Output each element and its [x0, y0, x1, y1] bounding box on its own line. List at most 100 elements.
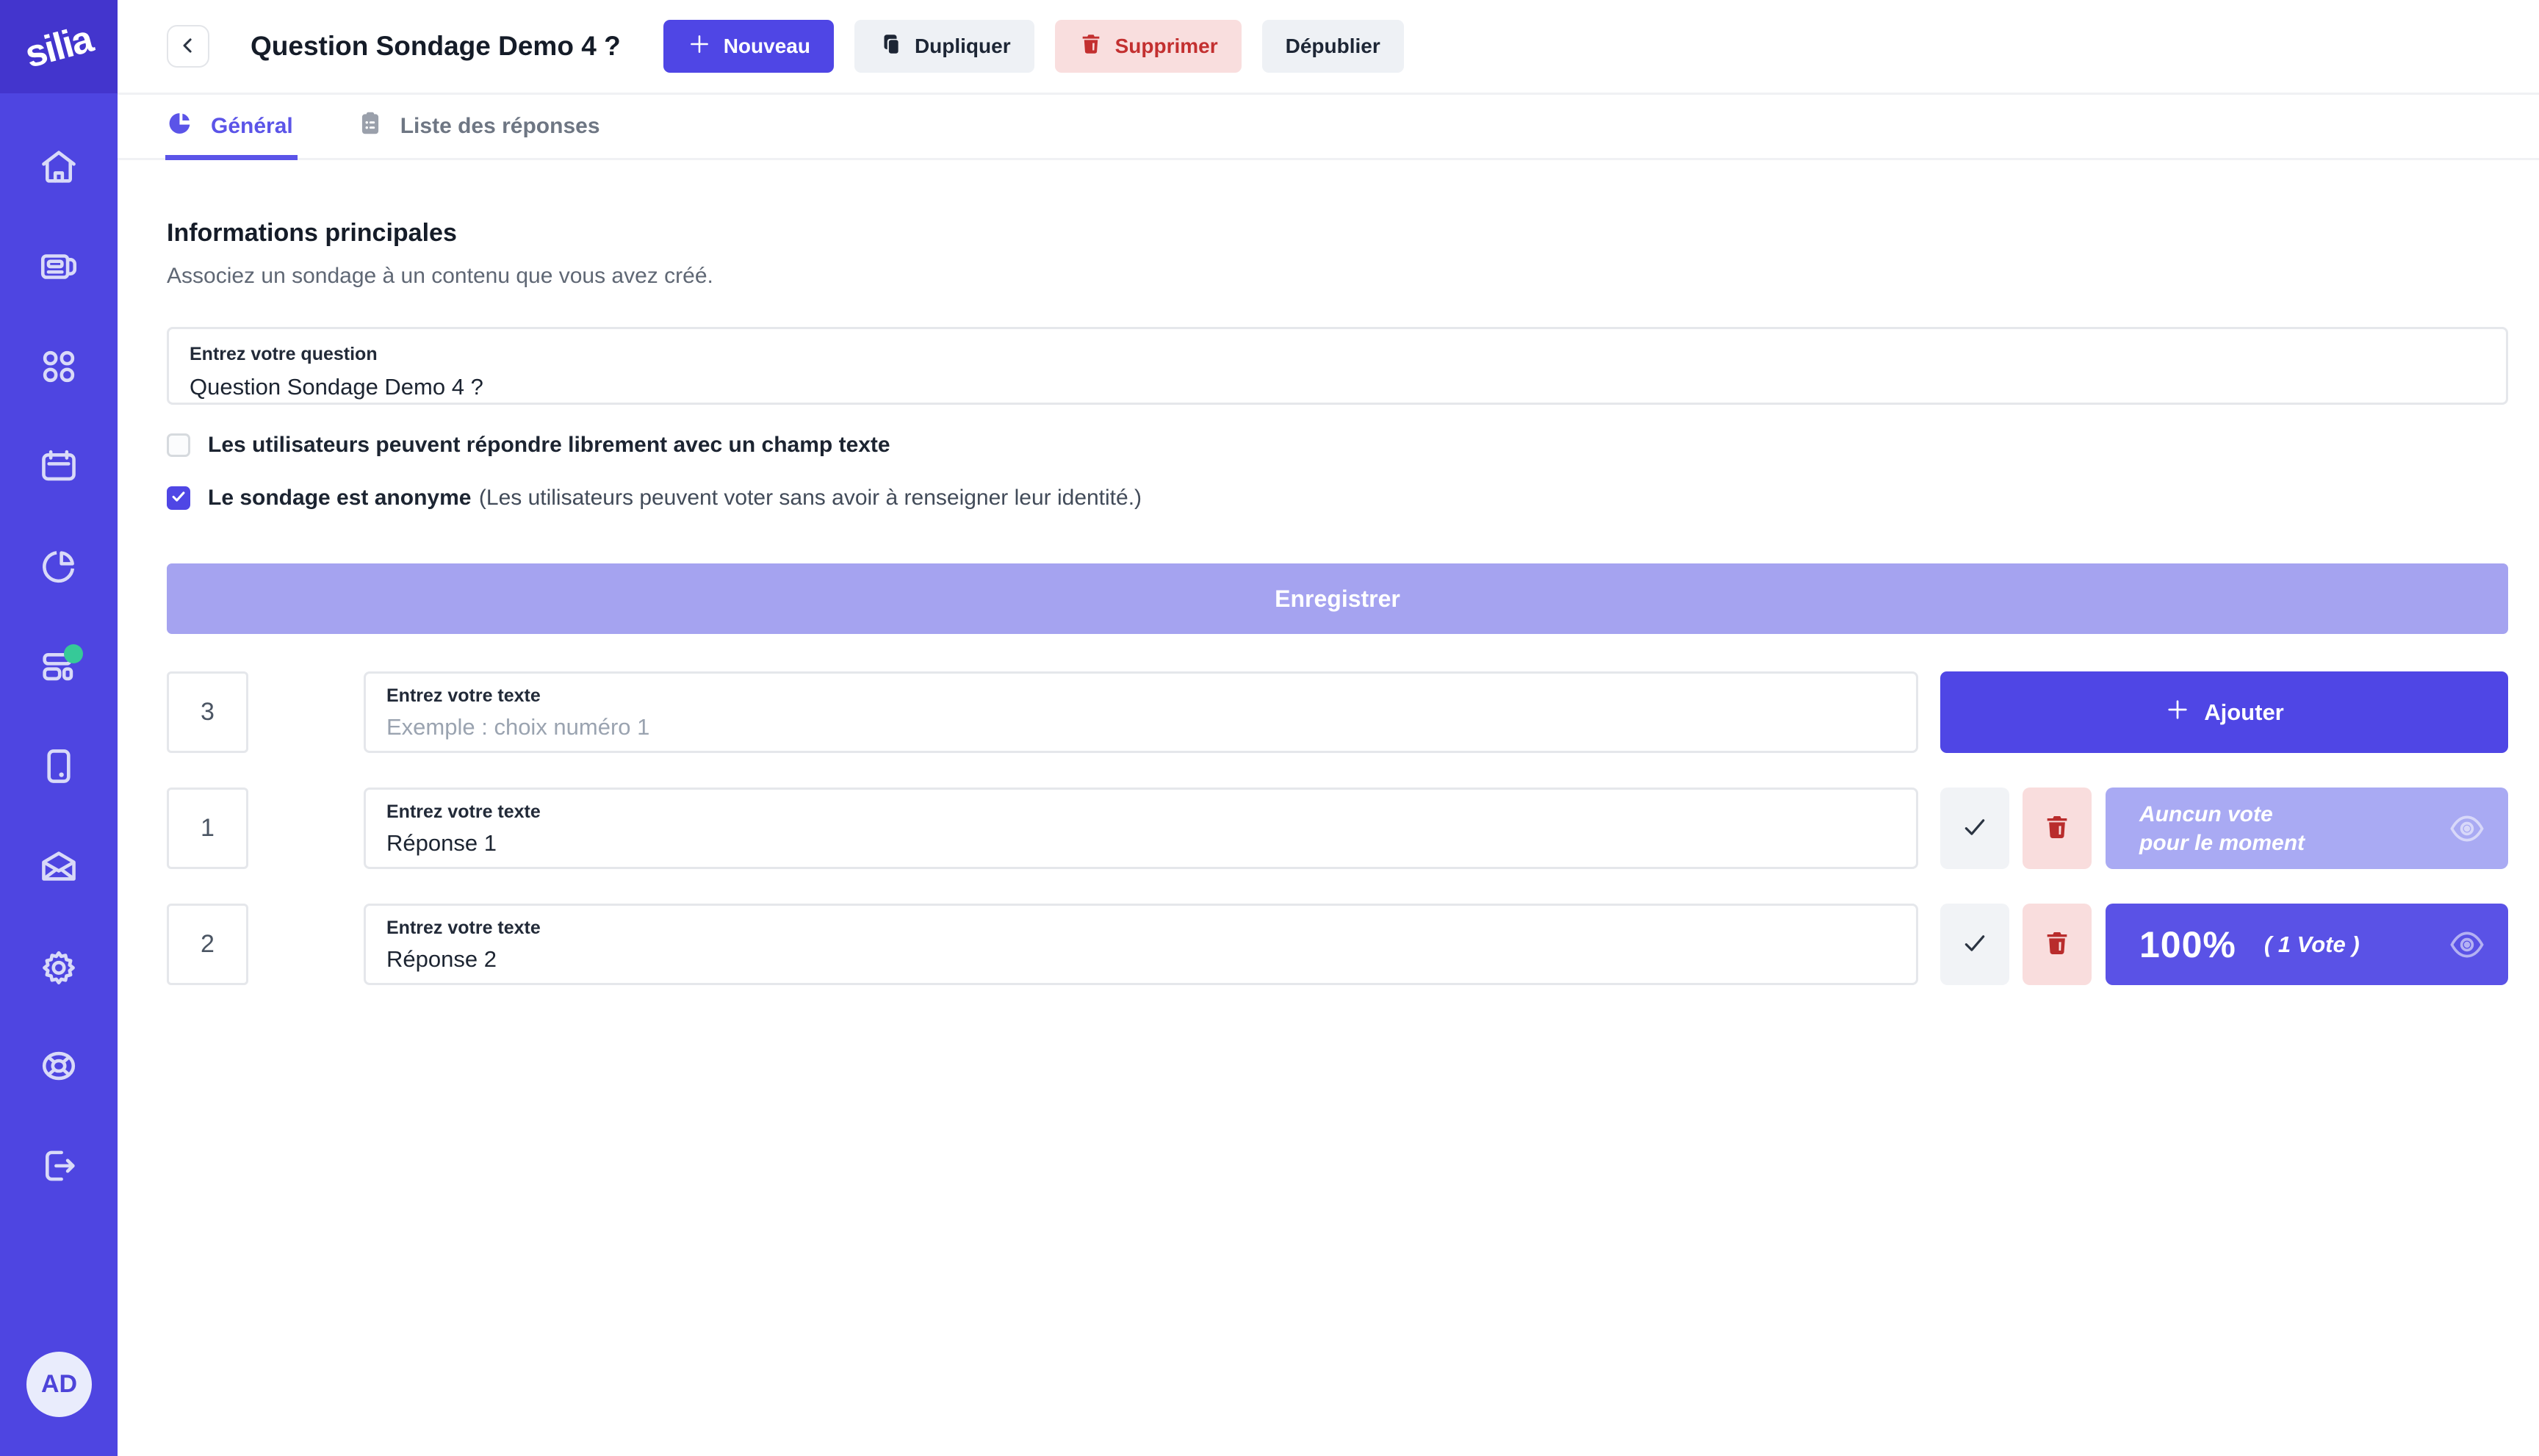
- confirm-answer-button[interactable]: [1940, 904, 2009, 985]
- answer-draft-row: 3 Entrez votre texte Exemple : choix num…: [167, 671, 2508, 753]
- anonymous-checkbox[interactable]: [167, 486, 190, 510]
- vote-result-line1: Auncun vote: [2139, 801, 2273, 826]
- sidebar-item-calendar[interactable]: [27, 436, 90, 499]
- sidebar-nav: [27, 136, 90, 1235]
- question-input-value: Question Sondage Demo 4 ?: [190, 374, 483, 400]
- main-area: Question Sondage Demo 4 ? Nouveau Dupliq…: [118, 0, 2539, 1456]
- answer-text-input[interactable]: Entrez votre texte Exemple : choix numér…: [364, 671, 1918, 753]
- answer-text-input[interactable]: Entrez votre texte Réponse 1: [364, 788, 1918, 869]
- question-input-label: Entrez votre question: [190, 344, 378, 364]
- section-title: Informations principales: [167, 219, 457, 247]
- sidebar-item-settings[interactable]: [27, 935, 90, 998]
- sidebar-item-news[interactable]: [27, 236, 90, 299]
- answer-number: 2: [201, 930, 215, 958]
- save-button[interactable]: Enregistrer: [167, 563, 2508, 634]
- vote-result-line2: pour le moment: [2139, 830, 2305, 855]
- answer-row-actions: Ajouter: [1940, 671, 2508, 753]
- sidebar: silia: [0, 0, 118, 1456]
- content: Informations principales Associez un son…: [118, 160, 2539, 985]
- pie-chart-icon: [167, 109, 195, 143]
- pie-chart-icon: [37, 545, 80, 590]
- mail-icon: [37, 845, 80, 890]
- answer-row-actions: Auncun vote pour le moment: [1940, 788, 2508, 869]
- apps-grid-icon: [37, 345, 80, 390]
- answer-row: 1 Entrez votre texte Réponse 1 Auncu: [167, 788, 2508, 869]
- sidebar-item-logout[interactable]: [27, 1135, 90, 1198]
- help-lifebuoy-icon: [37, 1045, 80, 1089]
- unpublish-button-label: Dépublier: [1285, 35, 1380, 57]
- delete-answer-button[interactable]: [2023, 904, 2092, 985]
- unpublish-button[interactable]: Dépublier: [1261, 20, 1404, 73]
- plus-icon: [2164, 696, 2191, 729]
- news-icon: [37, 245, 80, 290]
- check-icon: [1960, 812, 1989, 844]
- duplicate-button[interactable]: Dupliquer: [854, 20, 1034, 73]
- user-avatar[interactable]: AD: [26, 1352, 92, 1417]
- delete-button-label: Supprimer: [1114, 35, 1218, 57]
- anonymous-checkbox-label: Le sondage est anonyme: [208, 486, 472, 510]
- brand-logo[interactable]: silia: [0, 0, 118, 93]
- answers-list: 3 Entrez votre texte Exemple : choix num…: [167, 671, 2508, 985]
- tab-general-label: Général: [211, 114, 293, 138]
- answer-row-actions: 100% ( 1 Vote ): [1940, 904, 2508, 985]
- calendar-icon: [37, 445, 80, 490]
- check-icon: [1960, 929, 1989, 960]
- brand-logo-text: silia: [21, 17, 97, 76]
- answer-input-value: Réponse 2: [386, 946, 497, 972]
- sidebar-item-help[interactable]: [27, 1035, 90, 1098]
- confirm-answer-button[interactable]: [1940, 788, 2009, 869]
- check-icon: [170, 489, 187, 508]
- topbar: Question Sondage Demo 4 ? Nouveau Dupliq…: [118, 0, 2539, 95]
- free-text-option-row: Les utilisateurs peuvent répondre librem…: [167, 433, 2508, 458]
- back-button[interactable]: [167, 25, 209, 68]
- answer-row: 2 Entrez votre texte Réponse 2 100% ( 1: [167, 904, 2508, 985]
- sidebar-item-polls[interactable]: [27, 635, 90, 699]
- tab-responses[interactable]: Liste des réponses: [356, 95, 600, 158]
- add-answer-button[interactable]: Ajouter: [1940, 671, 2508, 753]
- vote-result-box: 100% ( 1 Vote ): [2106, 904, 2508, 985]
- answer-number: 3: [201, 698, 215, 726]
- anonymous-option-row: Le sondage est anonyme (Les utilisateurs…: [167, 486, 2508, 511]
- new-button[interactable]: Nouveau: [663, 20, 834, 73]
- answer-input-value: Réponse 1: [386, 830, 497, 856]
- free-text-checkbox[interactable]: [167, 433, 190, 457]
- trash-icon: [2042, 812, 2072, 844]
- mobile-device-icon: [37, 745, 80, 790]
- eye-icon[interactable]: [2448, 810, 2486, 848]
- answer-text-input[interactable]: Entrez votre texte Réponse 2: [364, 904, 1918, 985]
- gear-icon: [37, 945, 80, 990]
- free-text-checkbox-label: Les utilisateurs peuvent répondre librem…: [208, 433, 890, 457]
- logout-icon: [37, 1145, 80, 1189]
- sidebar-item-mobile[interactable]: [27, 735, 90, 799]
- tab-responses-label: Liste des réponses: [400, 114, 600, 138]
- sidebar-item-apps[interactable]: [27, 336, 90, 399]
- vote-result-box: Auncun vote pour le moment: [2106, 788, 2508, 869]
- sidebar-item-home[interactable]: [27, 136, 90, 199]
- notification-dot: [64, 644, 83, 663]
- vote-percentage: 100%: [2139, 923, 2236, 965]
- duplicate-button-label: Dupliquer: [914, 35, 1011, 57]
- answer-number-box: 3: [167, 671, 248, 753]
- anonymous-checkbox-hint: (Les utilisateurs peuvent voter sans avo…: [478, 486, 1142, 510]
- avatar-initials: AD: [40, 1370, 78, 1398]
- trash-icon: [2042, 929, 2072, 960]
- home-icon: [37, 145, 80, 190]
- answer-input-label: Entrez votre texte: [386, 685, 541, 706]
- chevron-left-icon: [177, 35, 199, 59]
- answer-number: 1: [201, 814, 215, 842]
- question-input[interactable]: Entrez votre question Question Sondage D…: [167, 327, 2508, 405]
- answer-input-label: Entrez votre texte: [386, 801, 541, 822]
- vote-count: ( 1 Vote ): [2264, 931, 2360, 957]
- eye-icon[interactable]: [2448, 926, 2486, 964]
- plus-icon: [687, 32, 712, 62]
- add-answer-button-label: Ajouter: [2204, 699, 2284, 725]
- section-subtitle: Associez un sondage à un contenu que vou…: [167, 264, 713, 288]
- sidebar-item-mail[interactable]: [27, 835, 90, 898]
- delete-answer-button[interactable]: [2023, 788, 2092, 869]
- delete-button[interactable]: Supprimer: [1054, 20, 1242, 73]
- tab-general[interactable]: Général: [165, 95, 298, 160]
- new-button-label: Nouveau: [723, 35, 810, 57]
- header-actions: Nouveau Dupliquer Supprimer Dépublier: [663, 20, 1404, 73]
- sidebar-item-stats[interactable]: [27, 536, 90, 599]
- answer-number-box: 1: [167, 788, 248, 869]
